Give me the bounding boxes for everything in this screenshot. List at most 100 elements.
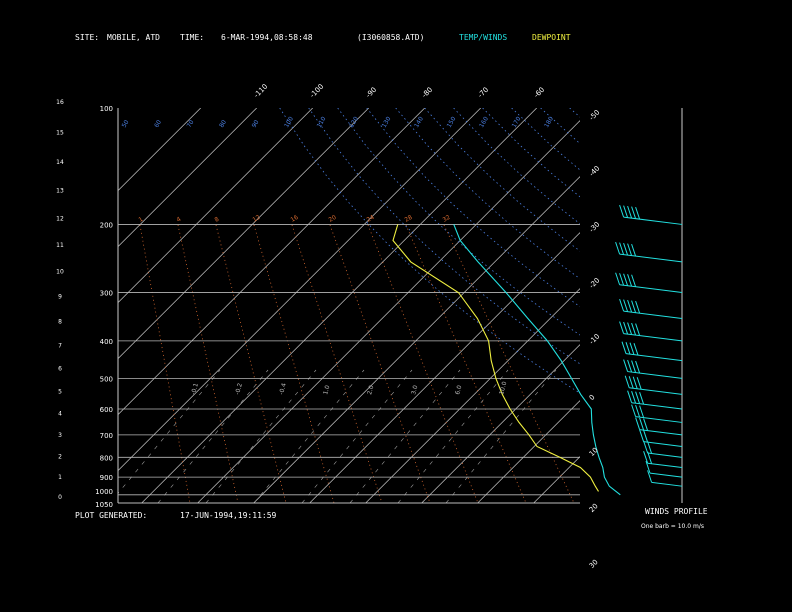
dry-adiabat-line: [511, 108, 580, 171]
time-label: TIME:: [180, 33, 204, 42]
wind-barb-flag: [635, 417, 641, 430]
wind-barb-flag: [645, 460, 651, 474]
height-tick-label: 9: [58, 294, 62, 301]
dry-adiabat-line: [599, 108, 792, 503]
pressure-tick-label: 700: [100, 432, 113, 440]
moist-adiabat-label: -0.4: [278, 382, 288, 395]
wind-barb-flag: [635, 206, 641, 220]
isotherm-line: [477, 400, 580, 503]
dry-adiabat-line: [337, 108, 580, 336]
footer: PLOT GENERATED: 17-JUN-1994,19:11:59: [75, 511, 277, 520]
isotherm-line: [197, 120, 580, 503]
temperature-tick-label: -110: [252, 83, 269, 100]
wind-barb-flag: [643, 440, 649, 454]
pressure-tick-label: 400: [100, 338, 113, 346]
winds-barb-note: One barb = 10.0 m/s: [641, 523, 704, 530]
mixing-ratio-line: [253, 224, 335, 503]
wind-barb-shaft: [629, 387, 683, 395]
wind-barb-flag: [615, 241, 621, 255]
wind-barb-flag: [631, 300, 637, 313]
dry-adiabat-line: [279, 108, 580, 394]
mixing-ratio-line: [215, 224, 287, 503]
temperature-tick-label: -100: [308, 83, 325, 100]
temperature-tick-label: -60: [532, 86, 546, 100]
mixing-ratio-label: 32: [442, 214, 452, 224]
time-value: 6-MAR-1994,08:58:48: [221, 33, 313, 42]
mixing-ratio-label: 8: [214, 216, 221, 224]
wind-barb-flag: [623, 242, 629, 256]
mixing-ratio-line: [177, 224, 239, 503]
pressure-tick-label: 500: [100, 375, 113, 383]
dry-adiabat-line: [424, 108, 580, 252]
isotherm-line: [365, 288, 580, 503]
dry-adiabat-line: [540, 108, 580, 145]
dry-adiabat-line: [453, 108, 580, 225]
dry-adiabat-line: [657, 108, 792, 503]
temperature-tick-label: -80: [420, 86, 434, 100]
isotherm-line: [118, 108, 369, 360]
pressure-tick-label: 600: [100, 406, 113, 414]
isotherm-line: [118, 108, 481, 472]
wind-barb-flag: [632, 376, 638, 389]
mixing-ratio-line: [405, 224, 527, 503]
dry-adiabat-line: [366, 108, 580, 308]
temperature-tick-label: -30: [588, 220, 602, 234]
wind-barb-shaft: [625, 353, 683, 362]
legend-temp-winds: TEMP/WINDS: [459, 33, 507, 42]
wind-barb-flag: [636, 377, 642, 390]
wind-barb-flag: [627, 205, 633, 219]
dry-adiabat-label: 110: [316, 115, 328, 129]
wind-barb-flag: [627, 243, 633, 256]
dewpoint-profile-line: [392, 224, 599, 492]
dry-adiabat-label: 140: [413, 115, 425, 129]
dry-adiabat-label: 50: [121, 119, 131, 129]
wind-barb-flag: [623, 205, 629, 218]
mixing-ratio-label: 24: [366, 214, 376, 224]
wind-barb-flag: [619, 321, 625, 334]
height-tick-label: 10: [56, 268, 64, 275]
wind-barb-shaft: [623, 310, 683, 319]
wind-barb-flag: [631, 391, 637, 404]
mixing-ratio-line: [367, 224, 479, 503]
mixing-ratio-line: [329, 224, 431, 503]
pressure-tick-label: 800: [100, 454, 113, 462]
wind-barb-flag: [624, 375, 630, 388]
wind-barb-flag: [639, 392, 645, 405]
wind-barb-flag: [623, 321, 629, 335]
mixing-ratio-line: [291, 224, 383, 503]
isotherm-line: [141, 108, 537, 503]
height-tick-label: 12: [56, 215, 64, 222]
height-tick-label: 15: [56, 129, 64, 136]
pressure-tick-label: 1000: [95, 488, 113, 496]
dry-adiabat-line: [628, 108, 792, 503]
moist-adiabat-label: 2.0: [366, 384, 375, 395]
wind-barb-flag: [639, 429, 645, 442]
height-tick-label: 7: [58, 342, 62, 349]
height-tick-label: 2: [58, 453, 62, 460]
wind-barb-flag: [631, 274, 637, 287]
wind-barb-flag: [627, 274, 633, 287]
wind-barb-flag: [635, 391, 641, 404]
wind-barb-shaft: [619, 253, 683, 263]
temperature-tick-label: -40: [588, 164, 602, 178]
dry-adiabat-label: 100: [283, 115, 295, 129]
wind-barb-flag: [631, 360, 637, 373]
moist-adiabat-line: [253, 369, 365, 503]
moist-adiabat-line: [205, 369, 317, 503]
wind-barb-flag: [635, 404, 641, 418]
dry-adiabat-label: 70: [186, 119, 196, 129]
wind-barb-flag: [647, 451, 653, 464]
moist-adiabat-label: -0.1: [190, 382, 200, 395]
isotherm-line: [118, 108, 257, 248]
wind-barb-shaft: [647, 462, 683, 468]
dry-adiabat-label: 80: [218, 119, 228, 129]
pressure-tick-label: 300: [100, 290, 113, 298]
wind-barb-flag: [631, 206, 637, 219]
isotherm-line: [590, 108, 792, 503]
wind-barb-flag: [623, 299, 629, 312]
temperature-tick-label: 0: [588, 393, 597, 402]
plot-generated-label: PLOT GENERATED:: [75, 511, 147, 520]
wind-barb-shaft: [635, 416, 683, 423]
mixing-ratio-line: [139, 224, 191, 503]
mixing-ratio-label: 20: [328, 214, 338, 224]
